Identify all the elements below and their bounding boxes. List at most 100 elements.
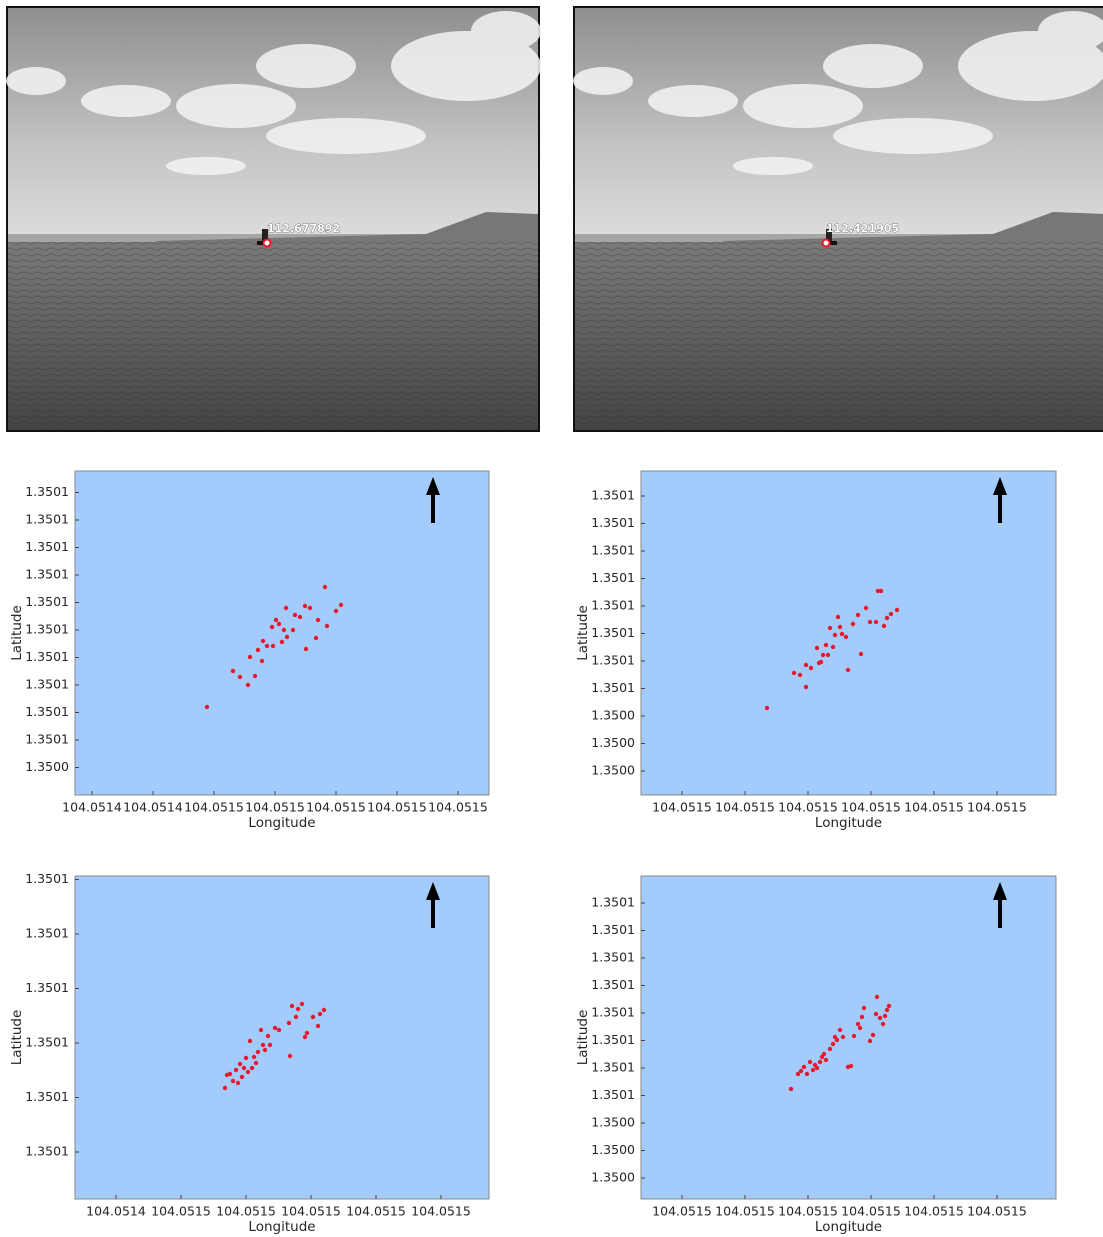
- point: [316, 1024, 320, 1028]
- y-tick-label: 1.3500: [591, 763, 635, 778]
- point: [885, 1008, 889, 1012]
- point: [804, 685, 808, 689]
- point: [242, 1066, 246, 1070]
- point: [833, 633, 837, 637]
- x-tick-label: 104.0515: [411, 1204, 471, 1219]
- point: [828, 1047, 832, 1051]
- x-tick-label: 104.0515: [216, 1204, 276, 1219]
- point: [792, 671, 796, 675]
- point: [273, 1026, 277, 1030]
- figure: 112.677892 112.421905 104.0514104.051410…: [0, 0, 1103, 1237]
- y-tick-label: 1.3501: [25, 732, 69, 747]
- y-tick-label: 1.3501: [25, 594, 69, 609]
- point: [268, 1043, 272, 1047]
- x-tick-label: 104.0514: [62, 800, 122, 815]
- point: [250, 1066, 254, 1070]
- point: [844, 635, 848, 639]
- point: [858, 1026, 862, 1030]
- x-tick-label: 104.0515: [281, 1204, 341, 1219]
- point: [821, 653, 825, 657]
- point: [818, 1060, 822, 1064]
- x-axis-label: Longitude: [248, 815, 315, 831]
- y-axis-label: Latitude: [575, 1010, 591, 1066]
- y-tick-label: 1.3500: [591, 1142, 635, 1157]
- x-tick-label: 104.0515: [904, 1204, 964, 1219]
- point: [314, 636, 318, 640]
- photo-left: [6, 6, 541, 432]
- point: [883, 1014, 887, 1018]
- x-tick-label: 104.0515: [778, 800, 838, 815]
- point: [856, 1022, 860, 1026]
- y-tick-label: 1.3501: [591, 1005, 635, 1020]
- point: [808, 1060, 812, 1064]
- point: [296, 1007, 300, 1011]
- point: [308, 606, 312, 610]
- point: [804, 663, 808, 667]
- x-tick-label: 104.0515: [967, 800, 1027, 815]
- plot-area: [641, 471, 1056, 795]
- point: [799, 1069, 803, 1073]
- point: [238, 1062, 242, 1066]
- point: [231, 669, 235, 673]
- point: [303, 604, 307, 608]
- y-tick-label: 1.3500: [591, 708, 635, 723]
- point: [261, 639, 265, 643]
- y-tick-label: 1.3501: [591, 922, 635, 937]
- y-tick-label: 1.3501: [25, 704, 69, 719]
- x-axis-label: Longitude: [248, 1219, 315, 1235]
- y-tick-label: 1.3500: [25, 759, 69, 774]
- point: [836, 615, 840, 619]
- y-tick-label: 1.3501: [591, 977, 635, 992]
- y-tick-label: 1.3501: [25, 622, 69, 637]
- photo-label: 112.421905: [826, 222, 899, 235]
- point: [885, 616, 889, 620]
- point: [849, 1064, 853, 1068]
- point: [831, 1042, 835, 1046]
- y-tick-label: 1.3501: [591, 950, 635, 965]
- point: [304, 647, 308, 651]
- point: [835, 1038, 839, 1042]
- x-axis-label: Longitude: [815, 1219, 882, 1235]
- point: [290, 1004, 294, 1008]
- point: [287, 1021, 291, 1025]
- y-tick-label: 1.3501: [591, 625, 635, 640]
- y-tick-label: 1.3501: [591, 895, 635, 910]
- point: [291, 628, 295, 632]
- y-tick-label: 1.3500: [591, 735, 635, 750]
- point: [325, 624, 329, 628]
- point: [294, 1015, 298, 1019]
- point: [826, 653, 830, 657]
- point: [256, 1050, 260, 1054]
- point: [871, 1033, 875, 1037]
- y-axis-label: Latitude: [9, 605, 25, 661]
- y-tick-label: 1.3501: [25, 980, 69, 995]
- y-tick-label: 1.3501: [25, 677, 69, 692]
- point: [246, 1070, 250, 1074]
- point: [882, 624, 886, 628]
- point: [263, 1048, 267, 1052]
- y-tick-label: 1.3501: [25, 1089, 69, 1104]
- y-tick-label: 1.3500: [591, 1170, 635, 1185]
- point: [841, 1035, 845, 1039]
- point: [874, 1012, 878, 1016]
- point: [846, 668, 850, 672]
- point: [254, 1061, 258, 1065]
- point: [234, 1068, 238, 1072]
- x-tick-label: 104.0515: [841, 800, 901, 815]
- y-tick-label: 1.3501: [591, 653, 635, 668]
- point: [862, 1006, 866, 1010]
- point: [334, 609, 338, 613]
- y-tick-label: 1.3501: [25, 539, 69, 554]
- y-tick-label: 1.3501: [25, 512, 69, 527]
- y-axis-label: Latitude: [575, 605, 591, 661]
- x-tick-label: 104.0515: [715, 1204, 775, 1219]
- plot-area: [75, 471, 489, 795]
- y-tick-label: 1.3501: [591, 543, 635, 558]
- point: [285, 635, 289, 639]
- y-axis-label: Latitude: [9, 1010, 25, 1066]
- point: [265, 644, 269, 648]
- point: [318, 1012, 322, 1016]
- point: [864, 606, 868, 610]
- point: [323, 585, 327, 589]
- point: [860, 1015, 864, 1019]
